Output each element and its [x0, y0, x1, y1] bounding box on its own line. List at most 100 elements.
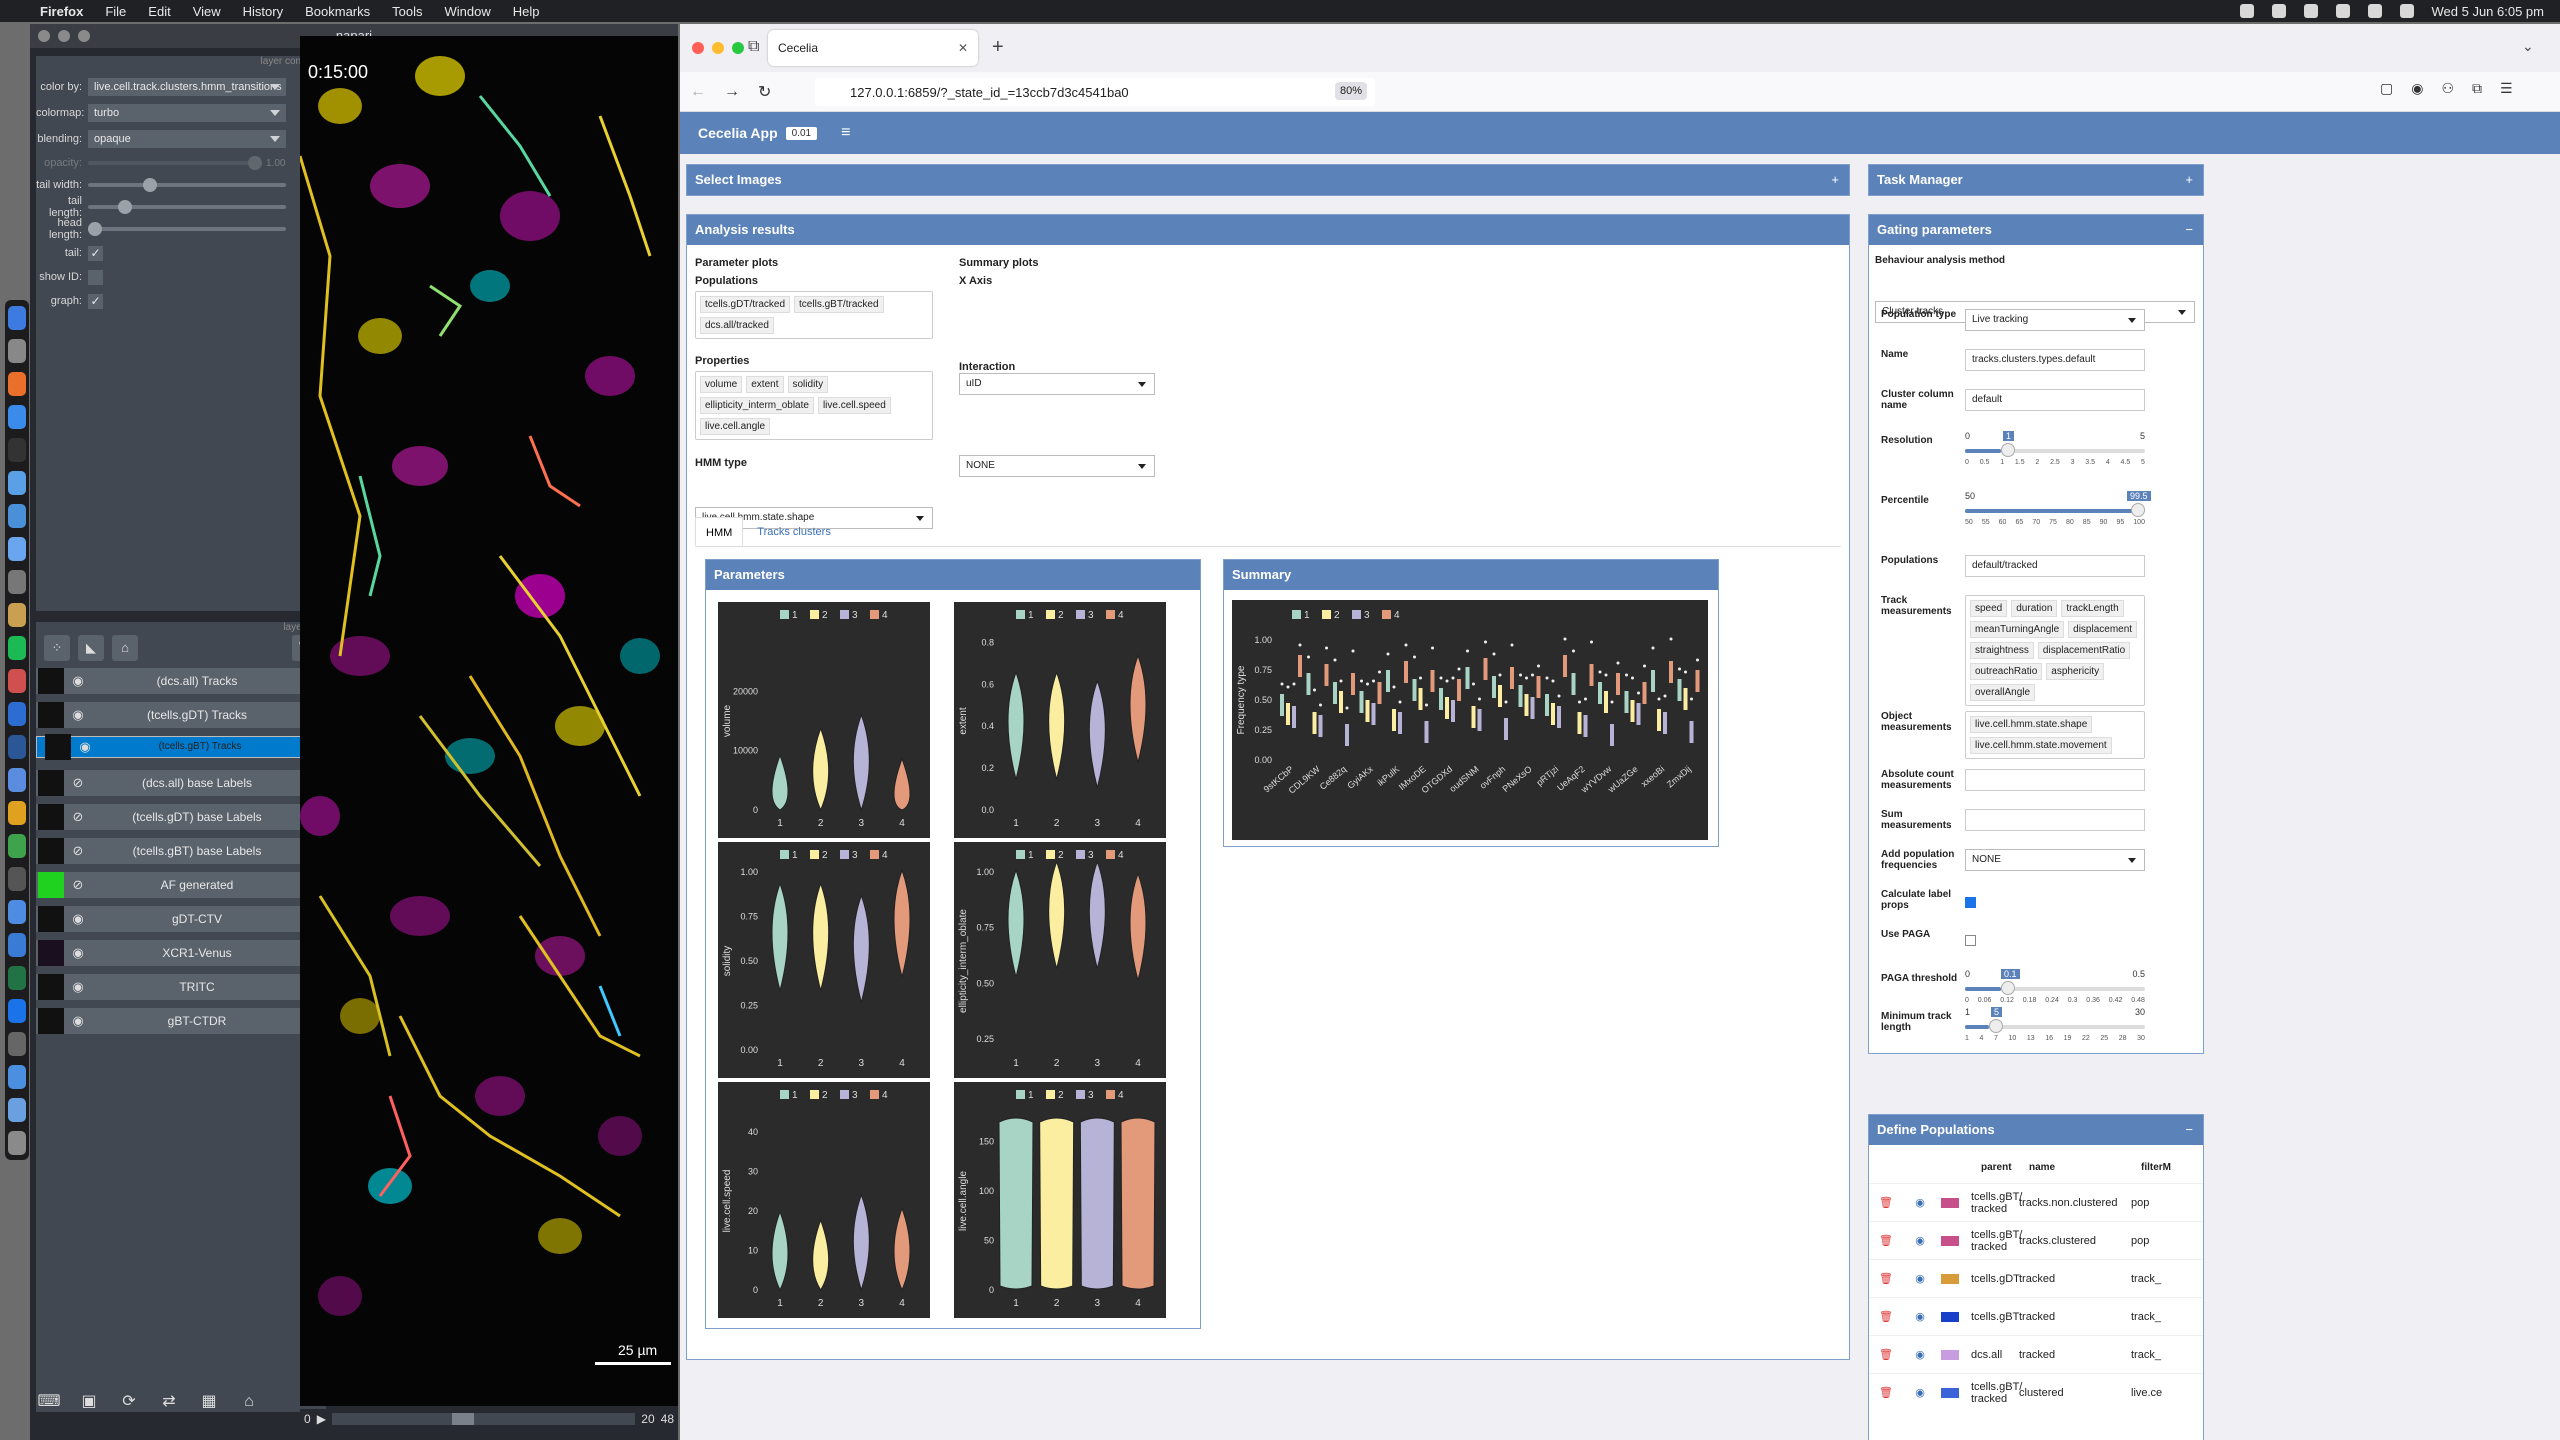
- status-icon[interactable]: [2303, 4, 2318, 18]
- eye-off-icon[interactable]: ⊘: [72, 775, 84, 790]
- layer-row[interactable]: ⊘(dcs.all) base Labels◈: [36, 770, 326, 800]
- min-track-knob[interactable]: [1989, 1019, 2003, 1033]
- console-button[interactable]: ⌨: [37, 1393, 61, 1410]
- firefox-icon[interactable]: [8, 372, 26, 396]
- gp-populations-input[interactable]: default/tracked: [1965, 555, 2145, 577]
- grid-button[interactable]: ▦: [201, 1393, 217, 1410]
- layer-name[interactable]: TRITC: [179, 980, 215, 994]
- new-shapes-layer-button[interactable]: ◣: [78, 635, 104, 661]
- home-button[interactable]: ⌂: [244, 1393, 254, 1410]
- app-icon[interactable]: [8, 603, 26, 627]
- analysis-results-header[interactable]: Analysis results: [687, 215, 1849, 245]
- property-tag[interactable]: ellipticity_interm_oblate: [700, 397, 814, 414]
- app-icon[interactable]: [8, 768, 26, 792]
- extensions-icon[interactable]: ⧉: [2472, 80, 2483, 96]
- layer-name[interactable]: gDT-CTV: [171, 912, 222, 926]
- napari-canvas[interactable]: [300, 36, 678, 1406]
- head-length-slider[interactable]: [88, 222, 286, 236]
- layer-row[interactable]: ⊘AF generated▣: [36, 872, 326, 902]
- expand-icon[interactable]: +: [2185, 172, 2193, 187]
- x-axis-select[interactable]: uID: [959, 373, 1155, 395]
- trash-icon[interactable]: 🗑: [1879, 1349, 1893, 1361]
- eye-icon[interactable]: ◉: [72, 707, 84, 722]
- measurement-tag[interactable]: straightness: [1970, 642, 2034, 659]
- menu-view[interactable]: View: [192, 3, 221, 19]
- column-filter[interactable]: filterM: [2141, 1161, 2171, 1173]
- population-tag[interactable]: tcells.gDT/tracked: [700, 296, 791, 313]
- status-icon[interactable]: [2271, 4, 2286, 18]
- measurement-tag[interactable]: overallAngle: [1970, 684, 2036, 701]
- trash-icon[interactable]: 🗑: [1879, 1387, 1893, 1399]
- terminal-icon[interactable]: [8, 438, 26, 462]
- app-icon[interactable]: [8, 834, 26, 858]
- eye-icon[interactable]: ◉: [72, 911, 84, 926]
- measurement-tag[interactable]: speed: [1970, 600, 2008, 617]
- select-images-header[interactable]: Select Images +: [687, 165, 1849, 195]
- layer-name[interactable]: (dcs.all) Tracks: [156, 674, 238, 688]
- measurement-tag[interactable]: asphericity: [2046, 663, 2105, 680]
- account-icon[interactable]: ◉: [2411, 80, 2424, 96]
- object-meas-selector[interactable]: live.cell.hmm.state.shape live.cell.hmm.s…: [1965, 711, 2145, 759]
- trash-icon[interactable]: [8, 1131, 26, 1155]
- app-icon[interactable]: [8, 570, 26, 594]
- collapse-icon[interactable]: −: [2185, 222, 2193, 237]
- tail-width-slider[interactable]: [88, 178, 286, 192]
- layer-name[interactable]: AF generated: [160, 878, 234, 892]
- layer-name[interactable]: (dcs.all) base Labels: [141, 776, 253, 790]
- graph-checkbox[interactable]: ✓: [88, 293, 103, 309]
- trash-icon[interactable]: 🗑: [1879, 1311, 1893, 1323]
- layer-row[interactable]: ◉(tcells.gBT) Tracks⤡: [36, 734, 326, 760]
- collapse-icon[interactable]: −: [2185, 1122, 2193, 1137]
- close-window-button[interactable]: [38, 30, 50, 42]
- column-parent[interactable]: parent: [1981, 1161, 2012, 1173]
- app-icon[interactable]: [8, 801, 26, 825]
- measurement-tag[interactable]: outreachRatio: [1970, 663, 2043, 680]
- layer-row[interactable]: ◉gDT-CTV▣: [36, 906, 326, 936]
- search-icon[interactable]: [2367, 4, 2382, 18]
- paga-knob[interactable]: [2001, 981, 2015, 995]
- eye-icon[interactable]: ◉: [1915, 1387, 1925, 1399]
- eye-icon[interactable]: ◉: [72, 945, 84, 960]
- eye-icon[interactable]: ◉: [72, 1013, 84, 1028]
- app-icon[interactable]: [8, 537, 26, 561]
- define-populations-header[interactable]: Define Populations −: [1869, 1115, 2203, 1145]
- forward-icon[interactable]: →: [724, 82, 740, 100]
- layer-row[interactable]: ⊘(tcells.gDT) base Labels◈: [36, 804, 326, 834]
- cluster-col-input[interactable]: default: [1965, 389, 2145, 411]
- layer-row[interactable]: ◉TRITC▣: [36, 974, 326, 1004]
- word-icon[interactable]: [8, 735, 26, 759]
- status-icon[interactable]: [2239, 4, 2254, 18]
- minimize-window-button[interactable]: [712, 42, 724, 54]
- eye-off-icon[interactable]: ⊘: [72, 809, 84, 824]
- population-color-swatch[interactable]: [1941, 1235, 1959, 1246]
- new-points-layer-button[interactable]: ⁘: [44, 635, 70, 661]
- sidebar-toggle-icon[interactable]: ≡: [841, 124, 851, 141]
- tail-checkbox[interactable]: ✓: [88, 245, 103, 261]
- population-color-swatch[interactable]: [1941, 1387, 1959, 1398]
- eye-icon[interactable]: ◉: [79, 739, 91, 754]
- browser-tab[interactable]: Cecelia ✕: [768, 30, 978, 66]
- url-field[interactable]: 127.0.0.1:6859/?_state_id_=13ccb7d3c4541…: [815, 78, 1375, 106]
- menu-history[interactable]: History: [242, 3, 284, 19]
- violin-plot[interactable]: 1 2 3 4 0 50 100 150 live.cell.angle 1 2 3 4: [954, 1082, 1166, 1318]
- abs-count-input[interactable]: [1965, 769, 2145, 791]
- add-pop-freq-select[interactable]: NONE: [1965, 849, 2145, 871]
- microscopy-image[interactable]: [300, 36, 678, 1406]
- track-meas-selector[interactable]: speed duration trackLength meanTurningAngle…: [1965, 595, 2145, 706]
- layer-name[interactable]: (tcells.gDT) Tracks: [146, 708, 247, 722]
- populations-selector[interactable]: tcells.gDT/tracked tcells.gBT/tracked dc…: [695, 291, 933, 339]
- paga-slider[interactable]: 0 0.5 0.1 0 0.06 0.12 0.18 0.24 0.3 0.36 0.42 0.48: [1965, 969, 2145, 1004]
- app-icon[interactable]: [8, 669, 26, 693]
- layer-name[interactable]: gBT-CTDR: [167, 1014, 227, 1028]
- violin-plot[interactable]: 1 2 3 4 0.00 0.25 0.50 0.75 1.00 solidity 1 2 3 4: [718, 842, 930, 1078]
- eye-icon[interactable]: ◉: [1915, 1273, 1925, 1285]
- tail-length-knob[interactable]: [118, 200, 132, 214]
- eye-icon[interactable]: ◉: [1915, 1349, 1925, 1361]
- calc-label-props-checkbox[interactable]: [1965, 897, 1976, 908]
- maximize-window-button[interactable]: [732, 42, 744, 54]
- use-paga-checkbox[interactable]: [1965, 935, 1976, 946]
- percentile-slider[interactable]: 50 99.5 50 55 60 65 70 75 80 85 90 95 100: [1965, 491, 2151, 526]
